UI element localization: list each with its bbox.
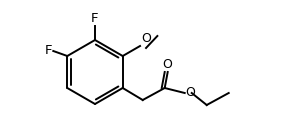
Text: O: O <box>141 32 151 45</box>
Text: O: O <box>162 58 172 71</box>
Text: O: O <box>186 87 196 99</box>
Text: F: F <box>45 44 52 58</box>
Text: F: F <box>91 12 99 25</box>
